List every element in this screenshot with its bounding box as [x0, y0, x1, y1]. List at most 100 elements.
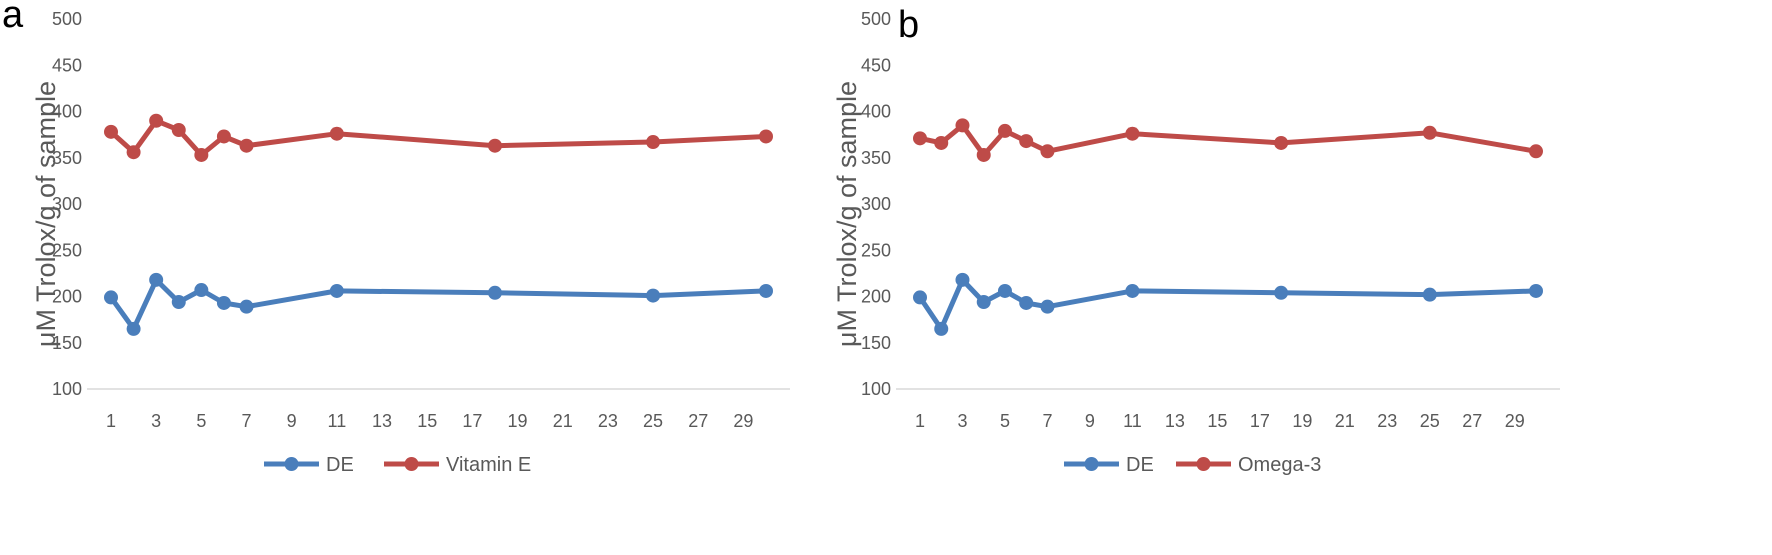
data-point — [171, 295, 186, 310]
data-point — [1125, 283, 1140, 298]
series-line — [108, 277, 769, 332]
y-tick-label: 150 — [861, 333, 891, 353]
data-point — [1040, 299, 1055, 314]
data-point — [1529, 144, 1543, 159]
y-tick-label: 250 — [861, 240, 891, 260]
x-tick-label: 11 — [1123, 411, 1142, 431]
data-point — [126, 321, 141, 336]
data-point — [1422, 287, 1437, 302]
y-tick-label: 350 — [861, 148, 891, 168]
data-point — [976, 295, 991, 310]
data-point — [759, 283, 773, 298]
data-point — [1274, 285, 1289, 300]
data-point — [955, 118, 970, 133]
y-tick-label: 450 — [861, 55, 891, 75]
data-point — [1019, 295, 1034, 310]
data-point — [171, 123, 186, 137]
x-tick-label: 25 — [643, 411, 663, 431]
data-point — [149, 272, 164, 287]
x-tick-label: 9 — [1085, 411, 1095, 431]
x-tick-label: 19 — [508, 411, 528, 431]
data-point — [976, 147, 991, 162]
y-tick-label: 500 — [52, 9, 82, 29]
y-tick-label: 500 — [861, 9, 891, 29]
y-tick-label: 200 — [52, 287, 82, 307]
x-tick-label: 11 — [328, 411, 347, 431]
x-tick-label: 29 — [733, 411, 753, 431]
data-point — [487, 285, 502, 300]
y-tick-label: 300 — [861, 194, 891, 214]
y-tick-label: 150 — [52, 333, 82, 353]
data-point — [997, 123, 1012, 138]
y-tick-label: 250 — [52, 240, 82, 260]
data-point — [1529, 283, 1543, 298]
x-tick-label: 17 — [462, 411, 482, 431]
chart-panel-b: b 100 150 200 250 300 350 400 450 500 1 3 5 7 9 11 13 15… — [832, 0, 1772, 555]
x-tick-label: 19 — [1292, 411, 1312, 431]
x-tick-label: 23 — [598, 411, 618, 431]
x-tick-label: 7 — [242, 411, 252, 431]
legend-label: Omega-3 — [1238, 454, 1321, 476]
panel-letter: a — [2, 0, 24, 36]
x-tick-label: 1 — [106, 411, 116, 431]
x-tick-label: 5 — [1000, 411, 1010, 431]
data-point — [216, 295, 231, 310]
legend-swatch-marker — [404, 457, 419, 471]
y-tick-label: 400 — [861, 102, 891, 122]
data-point — [646, 135, 661, 150]
data-point — [239, 138, 254, 153]
y-axis-title: μM Trolox/g of sample — [31, 81, 61, 347]
data-point — [1019, 134, 1034, 149]
x-tick-label: 13 — [1165, 411, 1185, 431]
legend-swatch-marker — [284, 457, 299, 471]
x-tick-label: 29 — [1505, 411, 1525, 431]
data-point — [194, 283, 209, 298]
y-tick-label: 400 — [52, 102, 82, 122]
legend-label: DE — [326, 454, 354, 476]
data-point — [126, 145, 141, 160]
data-point — [955, 272, 970, 287]
data-point — [934, 135, 949, 150]
legend-label: Vitamin E — [446, 454, 531, 476]
legend-label: DE — [1126, 454, 1154, 476]
data-point — [329, 126, 344, 141]
x-tick-label: 17 — [1250, 411, 1270, 431]
x-tick-label: 7 — [1042, 411, 1052, 431]
legend-swatch-marker — [1196, 457, 1211, 471]
data-point — [104, 290, 118, 305]
x-tick-label: 3 — [957, 411, 967, 431]
x-tick-label: 9 — [287, 411, 297, 431]
data-point — [1125, 126, 1140, 141]
x-tick-label: 21 — [553, 411, 573, 431]
data-point — [194, 147, 209, 162]
y-tick-label: 300 — [52, 194, 82, 214]
data-point — [759, 129, 773, 144]
x-tick-label: 23 — [1377, 411, 1397, 431]
x-tick-label: 15 — [417, 411, 437, 431]
y-tick-label: 450 — [52, 55, 82, 75]
x-tick-label: 21 — [1335, 411, 1355, 431]
legend-swatch-marker — [1084, 457, 1099, 471]
data-point — [329, 283, 344, 298]
y-tick-label: 100 — [861, 379, 891, 399]
data-point — [239, 299, 254, 314]
x-tick-label: 25 — [1420, 411, 1440, 431]
x-tick-label: 3 — [151, 411, 161, 431]
chart-panel-a: a 100 150 200 250 300 350 400 450 500 1 3 5 7 9 11 13 15… — [2, 0, 790, 476]
data-point — [149, 113, 164, 128]
x-tick-label: 15 — [1207, 411, 1227, 431]
data-point — [1274, 135, 1289, 150]
data-point — [1040, 144, 1055, 159]
data-point — [997, 283, 1012, 298]
x-tick-label: 13 — [372, 411, 392, 431]
y-tick-label: 200 — [861, 287, 891, 307]
series-line — [108, 118, 769, 158]
y-axis-title: μM Trolox/g of sample — [832, 81, 862, 347]
y-tick-label: 100 — [52, 379, 82, 399]
x-tick-label: 5 — [196, 411, 206, 431]
data-point — [104, 124, 118, 139]
panel-letter: b — [898, 4, 920, 46]
data-point — [913, 131, 927, 146]
